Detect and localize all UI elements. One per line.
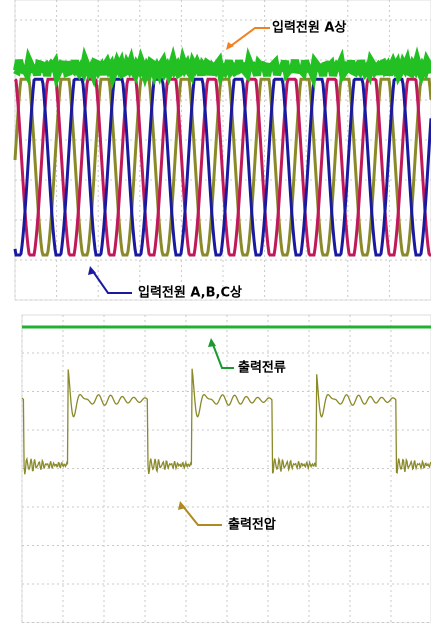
oscilloscope-figure: 입력전원 A상 입력전원 A,B,C상 출력전류 출력전압 xyxy=(0,0,431,623)
label: 입력전원 A상 xyxy=(272,20,346,36)
page: 입력전원 A상 입력전원 A,B,C상 출력전류 출력전압 (() => { c… xyxy=(0,0,431,623)
label: 출력전압 xyxy=(228,517,276,533)
phase-a-band xyxy=(15,60,431,76)
label: 출력전류 xyxy=(238,360,286,376)
label: 입력전원 A,B,C상 xyxy=(138,285,242,301)
